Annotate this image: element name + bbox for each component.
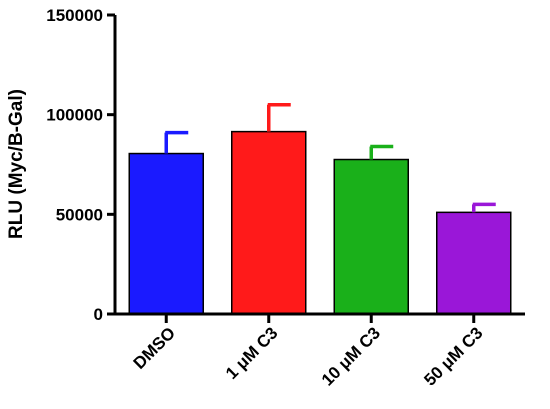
- bar: [128, 152, 204, 315]
- error-bars: [164, 102, 496, 213]
- x-category-label: 1 μM C3: [222, 323, 282, 383]
- x-category-label: 10 μM C3: [318, 323, 384, 389]
- bar: [333, 158, 409, 315]
- x-category-label: DMSO: [130, 323, 179, 372]
- y-tick-label: 50000: [56, 205, 103, 224]
- bar: [231, 130, 307, 315]
- bars: [128, 130, 512, 315]
- y-tick-label: 0: [94, 305, 103, 324]
- x-category-label: 50 μM C3: [420, 323, 486, 389]
- y-tick-label: 100000: [46, 106, 103, 125]
- bar: [436, 211, 512, 315]
- y-axis-title: RLU (Myc/B-Gal): [6, 89, 27, 239]
- y-axis-ticks: 0 50000 100000 150000: [46, 6, 115, 324]
- x-axis-ticks: DMSO 1 μM C3 10 μM C3 50 μM C3: [130, 314, 487, 390]
- y-tick-label: 150000: [46, 6, 103, 25]
